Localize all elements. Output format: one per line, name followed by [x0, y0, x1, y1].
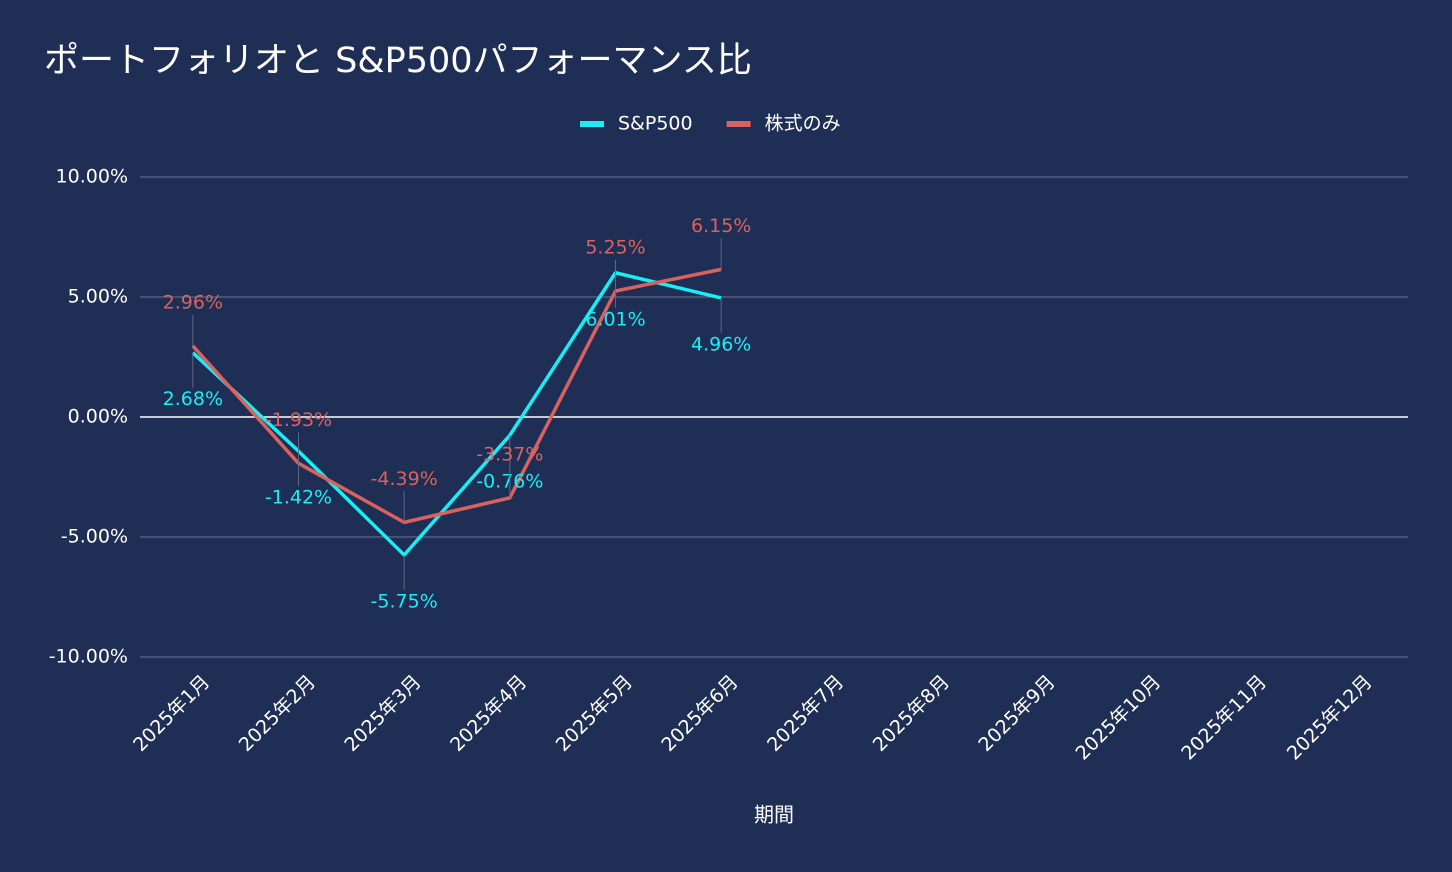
x-tick-label: 2025年9月	[974, 671, 1059, 756]
data-label: -4.39%	[371, 468, 438, 490]
series-line	[191, 267, 722, 525]
data-label: 6.15%	[691, 215, 751, 237]
chart-title: ポートフォリオと S&P500パフォーマンス比	[44, 41, 752, 81]
x-tick-label: 2025年4月	[446, 671, 531, 756]
data-label: -1.42%	[265, 487, 332, 509]
data-label: -5.75%	[371, 591, 438, 613]
data-label: 2.68%	[163, 388, 223, 410]
x-tick-label: 2025年6月	[657, 671, 742, 756]
legend-label: 株式のみ	[765, 113, 841, 135]
y-tick-label: -10.00%	[49, 646, 128, 668]
x-tick-label: 2025年12月	[1283, 671, 1377, 765]
data-label: 5.25%	[585, 237, 645, 259]
x-tick-label: 2025年2月	[235, 671, 320, 756]
x-tick-label: 2025年10月	[1072, 671, 1166, 765]
y-tick-label: 10.00%	[56, 166, 128, 188]
data-label: -1.93%	[265, 409, 332, 431]
data-label: 6.01%	[585, 308, 645, 330]
data-label: 2.96%	[163, 291, 223, 313]
series-line	[191, 271, 722, 557]
x-tick-label: 2025年8月	[869, 671, 954, 756]
data-label: 4.96%	[691, 333, 751, 355]
x-tick-label: 2025年3月	[340, 671, 425, 756]
x-axis-label: 期間	[754, 803, 794, 827]
data-label: -3.37%	[476, 443, 543, 465]
y-tick-label: 5.00%	[68, 286, 128, 308]
legend-label: S&P500	[618, 113, 693, 135]
y-tick-label: -5.00%	[61, 526, 128, 548]
x-tick-label: 2025年11月	[1177, 671, 1271, 765]
x-tick-label: 2025年1月	[129, 671, 214, 756]
y-tick-label: 0.00%	[68, 406, 128, 428]
x-tick-label: 2025年5月	[552, 671, 637, 756]
x-tick-label: 2025年7月	[763, 671, 848, 756]
